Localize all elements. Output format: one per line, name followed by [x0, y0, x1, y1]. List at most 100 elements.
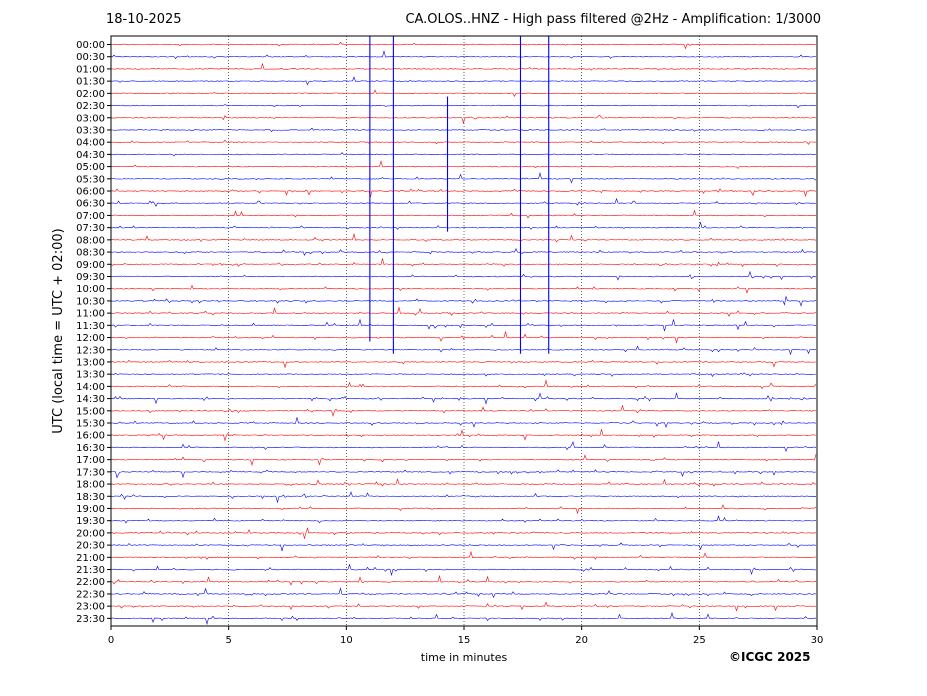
trace-11:00 [110, 306, 817, 317]
station-title: CA.OLOS..HNZ - High pass filtered @2Hz -… [405, 12, 821, 27]
trace-13:00 [110, 359, 816, 369]
trace-18:30 [110, 491, 817, 504]
trace-10:00 [110, 284, 816, 294]
trace-06:00 [110, 188, 817, 198]
y-tick-label: 11:30 [76, 321, 105, 332]
y-tick-label: 17:30 [76, 467, 105, 478]
trace-22:30 [110, 587, 817, 598]
copyright-credit: ©ICGC 2025 [729, 650, 811, 664]
y-tick-label: 09:00 [76, 260, 105, 271]
trace-01:30 [110, 76, 817, 86]
trace-16:00 [110, 429, 817, 442]
trace-05:00 [110, 159, 817, 169]
y-tick-label: 19:30 [76, 516, 105, 527]
trace-19:00 [110, 504, 817, 515]
y-tick-label: 06:30 [76, 199, 105, 210]
trace-11:30 [110, 318, 817, 332]
y-tick-label: 07:00 [76, 211, 105, 222]
y-tick-label: 13:30 [76, 370, 105, 381]
trace-23:00 [110, 601, 817, 612]
y-tick-label: 14:30 [76, 394, 105, 405]
date-label: 18-10-2025 [106, 12, 182, 27]
y-tick-label: 15:00 [76, 406, 105, 417]
y-tick-label: 12:30 [76, 345, 105, 356]
y-tick-label: 14:00 [76, 382, 105, 393]
trace-lines [110, 41, 817, 626]
x-tick-label: 30 [811, 635, 824, 646]
y-tick-label: 19:00 [76, 504, 105, 515]
trace-14:00 [110, 379, 817, 389]
trace-02:30 [110, 104, 816, 109]
y-tick-label: 00:00 [76, 40, 105, 51]
y-tick-label: 21:30 [76, 565, 105, 576]
trace-04:00 [110, 139, 817, 145]
trace-21:00 [110, 550, 817, 560]
y-tick-label: 10:30 [76, 296, 105, 307]
event-spikes [369, 36, 550, 354]
trace-01:00 [111, 62, 817, 71]
x-axis-label: time in minutes [421, 651, 508, 664]
y-tick-label: 18:30 [76, 492, 105, 503]
y-axis-label: UTC (local time = UTC + 02:00) [51, 228, 66, 433]
trace-04:30 [111, 152, 817, 157]
trace-09:00 [110, 258, 817, 268]
trace-21:30 [110, 563, 817, 577]
trace-12:00 [110, 331, 817, 344]
trace-12:30 [111, 345, 817, 356]
trace-06:30 [110, 197, 817, 207]
y-tick-label: 05:30 [76, 174, 105, 185]
y-tick-label: 22:30 [76, 589, 105, 600]
y-tick-label: 03:00 [76, 113, 105, 124]
x-tick-label: 20 [575, 635, 588, 646]
trace-17:00 [110, 454, 817, 467]
y-tick-label: 20:30 [76, 541, 105, 552]
y-tick-label: 07:30 [76, 223, 105, 234]
trace-05:30 [110, 171, 817, 184]
trace-18:00 [111, 478, 817, 487]
y-tick-label: 22:00 [76, 577, 105, 588]
y-tick-label: 09:30 [76, 272, 105, 283]
y-tick-label: 00:30 [76, 52, 105, 63]
trace-15:00 [110, 404, 816, 417]
y-tick-label: 12:00 [76, 333, 105, 344]
trace-00:00 [111, 41, 817, 50]
trace-20:30 [110, 542, 816, 552]
trace-14:30 [110, 392, 817, 405]
y-tick-label: 16:30 [76, 443, 105, 454]
trace-03:30 [111, 127, 817, 133]
x-tick-label: 15 [458, 635, 471, 646]
trace-08:00 [110, 232, 817, 243]
y-tick-label: 21:00 [76, 553, 105, 564]
trace-23:30 [110, 611, 817, 626]
y-tick-label: 16:00 [76, 431, 105, 442]
x-tick-label: 25 [693, 635, 706, 646]
trace-08:30 [110, 247, 817, 257]
x-tick-label: 0 [108, 635, 114, 646]
y-tick-label: 17:00 [76, 455, 105, 466]
y-tick-label: 05:00 [76, 162, 105, 173]
y-tick-label: 06:00 [76, 187, 105, 198]
y-tick-label: 10:00 [76, 284, 105, 295]
trace-10:30 [110, 296, 817, 307]
y-tick-label: 11:00 [76, 309, 105, 320]
trace-00:30 [110, 50, 817, 60]
y-tick-label: 13:00 [76, 357, 105, 368]
y-tick-label: 18:00 [76, 480, 105, 491]
x-ticks: 0 5 10 15 20 25 30 [108, 626, 824, 646]
trace-07:30 [110, 221, 817, 230]
trace-17:30 [110, 469, 817, 479]
y-tick-label: 23:30 [76, 614, 105, 625]
x-tick-label: 5 [225, 635, 231, 646]
trace-16:30 [110, 441, 817, 453]
y-tick-label: 02:30 [76, 101, 105, 112]
trace-02:00 [110, 89, 817, 97]
y-tick-label: 03:30 [76, 125, 105, 136]
y-tick-label: 01:00 [76, 64, 105, 75]
x-tick-label: 10 [340, 635, 353, 646]
trace-15:30 [111, 417, 817, 429]
y-tick-label: 02:00 [76, 89, 105, 100]
trace-20:00 [110, 527, 817, 540]
y-tick-label: 04:00 [76, 138, 105, 149]
